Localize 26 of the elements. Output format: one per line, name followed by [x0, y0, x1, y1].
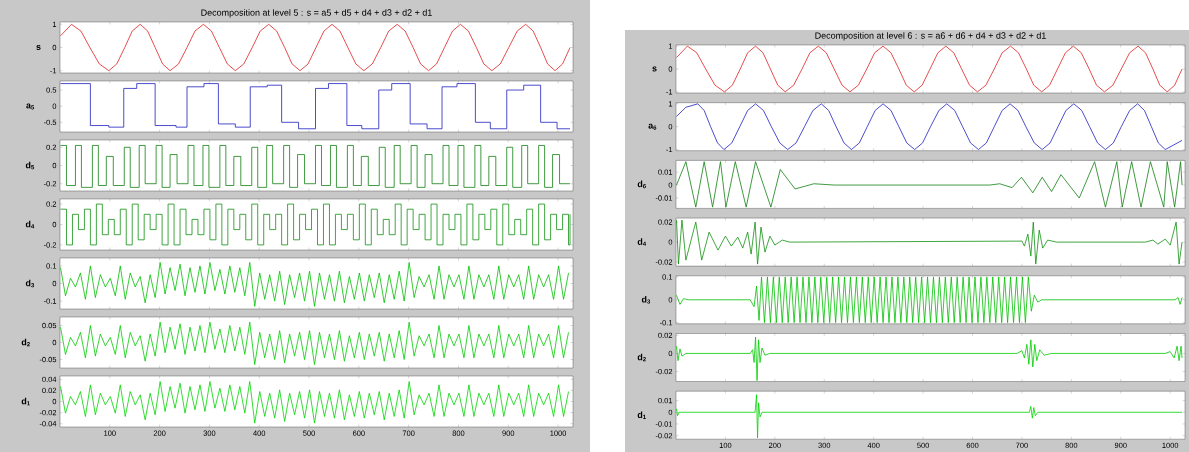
y-axis-title: d$_{3}$: [641, 295, 651, 304]
y-axis-title: d$_{1}$: [21, 397, 30, 406]
line-series: [60, 261, 569, 307]
y-axis-title: d$_{3}$: [25, 279, 35, 288]
y-axis-title: d$_{2}$: [637, 353, 646, 362]
y-axis-title: d$_{5}$: [25, 161, 35, 170]
line-series: [676, 103, 1183, 150]
line-series: [676, 161, 1183, 208]
y-axis-title: d$_{4}$: [25, 220, 35, 229]
y-axis-title: a$_{5}$: [26, 103, 35, 110]
line-series: [676, 219, 1183, 265]
y-axis-title: d$_{2}$: [21, 338, 30, 347]
line-series: [60, 381, 569, 424]
y-axis-title: d$_{4}$: [637, 238, 647, 246]
y-axis-title: s: [652, 66, 657, 72]
y-axis-title: a$_{6}$: [648, 123, 657, 130]
chart-title: Decomposition at level 6 : s = a6 + d6 + d4 + d3 + d2 + d1: [815, 32, 1046, 41]
chart-title: Decomposition at level 5 : s = a5 + d5 + d4 + d3 + d2 + d1: [201, 9, 432, 18]
line-series: [60, 23, 571, 72]
y-axis-title: d$_{1}$: [637, 411, 646, 419]
line-series: [60, 321, 569, 365]
line-series: [676, 45, 1183, 93]
y-axis-title: s: [36, 45, 41, 50]
line-series: [676, 276, 1183, 324]
line-series: [676, 336, 1183, 381]
y-axis-title: d$_{6}$: [637, 180, 646, 189]
